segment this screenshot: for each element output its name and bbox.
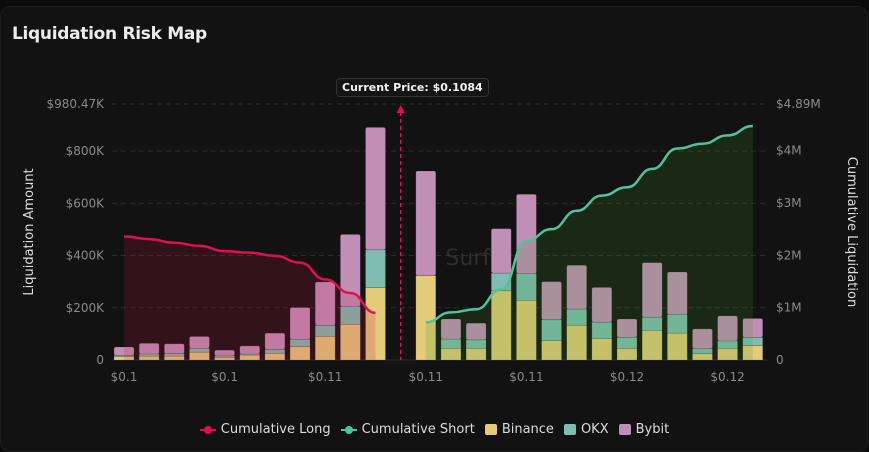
bar-bybit [490, 228, 512, 274]
bar-bybit [113, 346, 135, 356]
bar-bybit [440, 318, 462, 340]
bar-bybit [289, 307, 311, 340]
y-tick-label: $200K [66, 301, 106, 315]
legend-label: Binance [501, 422, 554, 437]
legend-cumulative-long[interactable]: Cumulative Long [199, 422, 331, 437]
bar-bybit [717, 315, 738, 342]
bar-okx [214, 355, 235, 358]
bar-bybit [616, 318, 638, 338]
page-title: Liquidation Risk Map [12, 24, 207, 44]
bar-okx [314, 324, 336, 337]
line-cumulative-long [123, 235, 376, 315]
bar-bybit [189, 336, 210, 349]
x-tick-label: $0.1 [211, 370, 238, 384]
y2-tick-label: $4M [776, 144, 802, 158]
bar-bybit [214, 349, 235, 357]
bar-bybit [164, 343, 185, 355]
x-tick-label: $0.11 [409, 370, 443, 384]
line-cumulative-short [425, 124, 753, 324]
legend-swatch-icon [563, 424, 576, 435]
y2-tick-label: $2M [776, 248, 802, 262]
legend-binance[interactable]: Binance [484, 422, 554, 437]
y2-tick-label: $3M [776, 196, 802, 210]
bar-bybit [591, 287, 613, 323]
x-tick-label: $0.12 [710, 370, 744, 384]
area-cumulative-short [425, 125, 753, 360]
legend-line-icon [340, 425, 357, 435]
bar-bybit [314, 281, 336, 326]
bar-bybit [541, 281, 562, 321]
legend-bybit[interactable]: Bybit [618, 422, 670, 437]
current-price-arrow-icon [396, 105, 405, 113]
y2-axis-title: Cumulative Liquidation [844, 157, 859, 307]
bar-bybit [742, 318, 764, 338]
bar-binance [566, 324, 588, 361]
legend-okx[interactable]: OKX [563, 422, 609, 437]
x-tick-label: $0.1 [111, 370, 138, 384]
y-tick-label: 0 [96, 353, 104, 367]
legend-line-icon [199, 425, 216, 435]
bar-bybit [239, 345, 261, 355]
y-tick-label: $800K [66, 144, 106, 158]
bar-bybit [666, 271, 688, 315]
legend-label: Cumulative Long [220, 422, 331, 437]
bar-bybit [516, 193, 537, 274]
legend-label: Cumulative Short [361, 422, 475, 437]
legend-swatch-icon [618, 424, 631, 435]
bar-bybit [340, 234, 361, 307]
y2-tick-label: $4.89M [776, 97, 821, 111]
legend-cumulative-short[interactable]: Cumulative Short [340, 422, 475, 437]
bar-bybit [692, 328, 713, 350]
y-tick-label: $980.47K [47, 97, 106, 111]
y-tick-label: $600K [66, 196, 106, 210]
y2-tick-label: 0 [776, 353, 784, 367]
x-tick-label: $0.11 [509, 370, 543, 384]
y-tick-label: $400K [66, 249, 106, 263]
y2-tick-label: $1M [776, 301, 802, 315]
x-tick-label: $0.11 [308, 370, 342, 384]
bar-bybit [566, 264, 588, 310]
legend: Cumulative Long Cumulative Short Binance… [0, 422, 869, 437]
x-tick-label: $0.12 [610, 370, 644, 384]
area-cumulative-long [124, 236, 376, 360]
bar-bybit [138, 342, 160, 355]
bar-bybit [415, 170, 437, 276]
current-price-label: Current Price: $0.1084 [336, 78, 489, 97]
bar-bybit [641, 262, 663, 318]
bar-binance [591, 338, 613, 361]
bar-okx [365, 249, 386, 288]
bar-bybit [264, 332, 286, 350]
legend-swatch-icon [484, 424, 497, 435]
bar-bybit [365, 127, 386, 251]
legend-label: OKX [580, 422, 609, 437]
legend-label: Bybit [635, 422, 670, 437]
bar-bybit [465, 322, 487, 341]
y-axis-title: Liquidation Amount [22, 168, 37, 295]
